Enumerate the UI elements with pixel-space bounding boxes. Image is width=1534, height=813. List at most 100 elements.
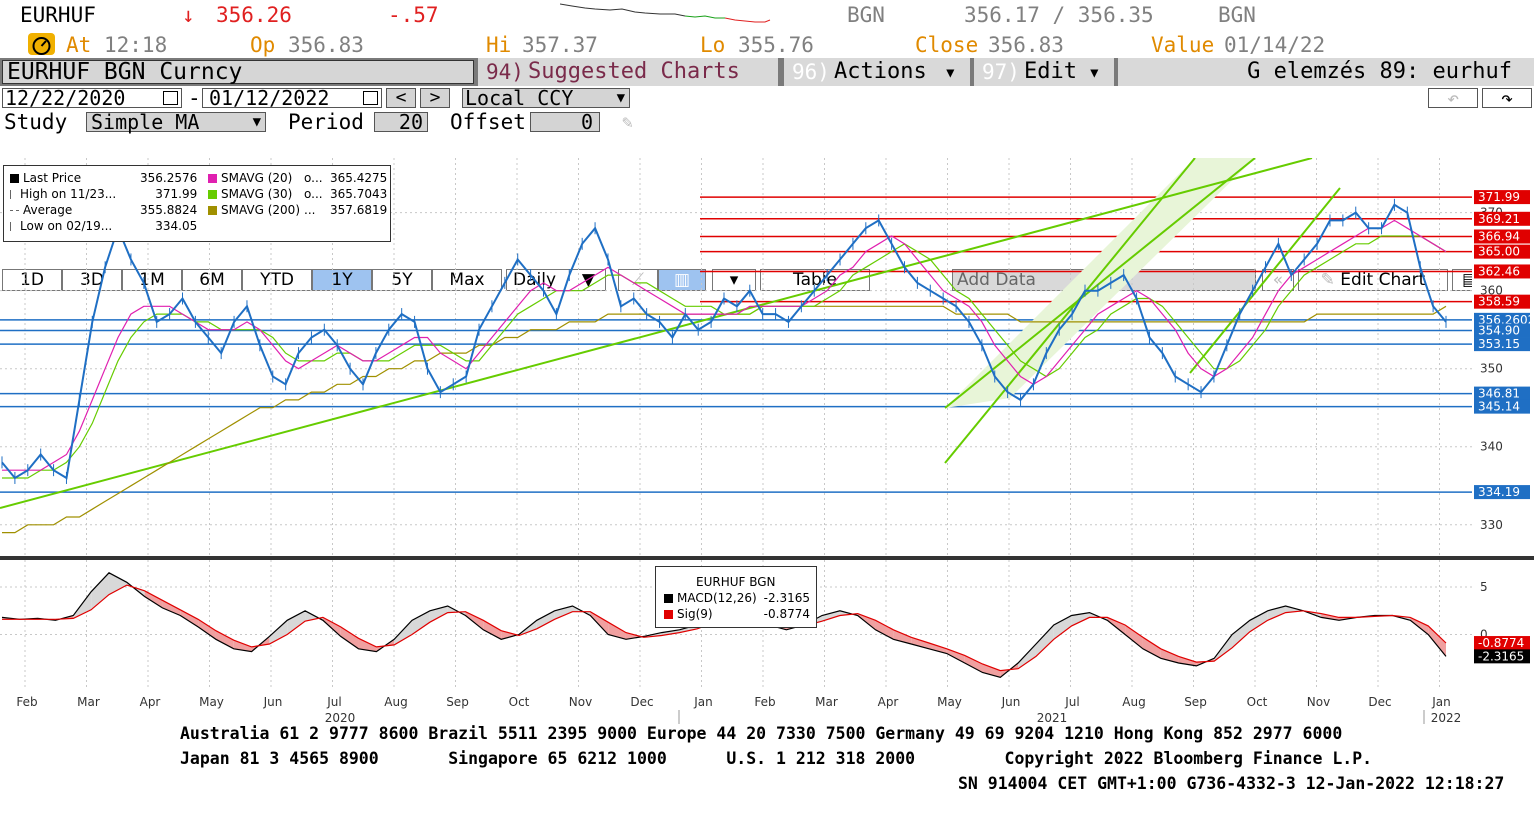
at-label: At (66, 33, 92, 57)
level-label: 365.00 (1478, 245, 1520, 259)
price-chart[interactable]: 330340350360370371.99369.21366.94365.003… (0, 158, 1534, 556)
redo-button[interactable]: ↷ (1482, 88, 1532, 108)
macd-fill (412, 610, 430, 635)
range-ytd[interactable]: YTD (242, 269, 312, 291)
range-1d[interactable]: 1D (2, 269, 62, 291)
close-label: Close (915, 33, 979, 57)
security-field[interactable]: EURHUF BGN Curncy (2, 59, 474, 85)
y-tick-label: 340 (1480, 440, 1503, 454)
trend-line-short (1189, 187, 1341, 374)
bar-chart-icon[interactable]: ▥ (658, 269, 706, 291)
macd-fill (483, 620, 502, 640)
period-input[interactable]: 20 (374, 112, 428, 132)
level-label: 371.99 (1478, 190, 1520, 204)
calendar-icon[interactable] (163, 91, 178, 105)
level-label: 334.19 (1478, 485, 1520, 499)
macd-fill (465, 611, 484, 630)
prev-period-button[interactable]: < (386, 88, 416, 108)
end-date-field[interactable]: 01/12/2022 (202, 88, 382, 108)
chart-type-dropdown[interactable]: ▾ (712, 269, 756, 291)
suggested-charts-menu[interactable]: 94) Suggested Charts (478, 58, 778, 86)
x-tick-label: Feb (16, 695, 37, 709)
square-icon (208, 206, 217, 215)
legend-high: High on 11/23... (10, 186, 116, 202)
currency-select[interactable]: Local CCY ▼ (462, 88, 630, 108)
macd-fill (180, 609, 199, 627)
range-1m[interactable]: 1M (122, 269, 182, 291)
gauge-icon[interactable] (28, 33, 55, 55)
macd-fill (946, 648, 965, 663)
legend-value: 355.8824 (140, 203, 198, 217)
macd-fill (1232, 620, 1250, 648)
op-label: Op (250, 33, 276, 57)
undo-button[interactable]: ↶ (1428, 88, 1478, 108)
offset-label: Offset (450, 110, 526, 134)
pane-splitter[interactable] (0, 556, 1534, 560)
range-6m[interactable]: 6M (182, 269, 242, 291)
level-label: 353.15 (1478, 337, 1520, 351)
macd-legend-sig: Sig(9) (664, 607, 713, 621)
end-date: 01/12/2022 (209, 86, 330, 110)
actions-menu[interactable]: 96) Actions ▾ (784, 58, 970, 86)
level-tag (1474, 211, 1530, 226)
legend-sma20: SMAVG (20) (208, 170, 300, 186)
trend-channel-upper (944, 158, 1196, 464)
security-name: EURHUF BGN Curncy (7, 59, 243, 85)
pencil-icon[interactable]: ✎ (622, 112, 633, 133)
suggested-label: Suggested Charts (528, 59, 740, 84)
macd-fill (536, 610, 555, 629)
macd-chart[interactable]: 50-0.8774-2.3165 (0, 560, 1534, 690)
x-tick-label: Jul (326, 695, 341, 709)
line-chart-icon[interactable]: ⟋ (618, 269, 658, 291)
value-label: Value (1151, 33, 1215, 57)
bid-ask: 356.17 / 356.35 (964, 3, 1154, 27)
lo-label: Lo (700, 33, 726, 57)
ticker-row: EURHUF ↓ 356.26 -.57 BGN 356.17 / 356.35… (0, 0, 1534, 30)
calendar-icon[interactable] (363, 91, 378, 105)
level-label: 369.21 (1478, 212, 1520, 226)
y-tick-label: 330 (1480, 518, 1503, 532)
macd-fill (929, 643, 947, 654)
macd-fill (162, 600, 181, 616)
edit-menu[interactable]: 97) Edit ▾ (974, 58, 1114, 86)
next-period-button[interactable]: > (420, 88, 450, 108)
legend-low: Low on 02/19... (10, 218, 116, 234)
ticker-symbol: EURHUF (20, 3, 96, 27)
legend-last-price: Last Price (10, 170, 116, 186)
legend-value: 371.99 (155, 187, 198, 201)
macd-fill (554, 606, 573, 620)
level-label: 358.59 (1478, 295, 1520, 309)
macd-fill (1018, 644, 1036, 669)
start-date-field[interactable]: 12/22/2020 (2, 88, 182, 108)
legend-label: SMAVG (200) (221, 203, 301, 217)
study-select[interactable]: Simple MA ▼ (86, 112, 266, 132)
x-tick-label: Nov (569, 695, 592, 709)
chevron-down-icon: ▼ (616, 90, 625, 106)
quote-row: At 12:18 Op 356.83 Hi 357.37 Lo 355.76 C… (0, 30, 1534, 58)
edit-chart-button[interactable]: ✎ Edit Chart (1298, 269, 1448, 291)
x-tick-label: Dec (630, 695, 653, 709)
study-value: Simple MA (91, 110, 200, 134)
x-axis: Feb Mar Apr May Jun Jul Aug Sep Oct Nov Dec Jan Feb M… (16, 695, 1461, 725)
x-tick-label: May (199, 695, 224, 709)
macd-fill (340, 626, 359, 649)
macd-legend[interactable]: EURHUF BGN MACD(12,26) -2.3165 Sig(9) -0… (655, 566, 817, 628)
price-change: -.57 (388, 3, 439, 27)
offset-value: 0 (580, 110, 593, 134)
macd-fill (911, 637, 930, 649)
macd-legend-macd: MACD(12,26) (664, 591, 757, 605)
x-tick-label: Feb (754, 695, 775, 709)
level-tag (1474, 485, 1530, 500)
analysis-title-field[interactable]: G elemzés 89: eurhuf (1118, 58, 1534, 86)
macd-fill (1071, 612, 1090, 626)
range-5y[interactable]: 5Y (372, 269, 432, 291)
legend-mark: o... (304, 171, 323, 185)
price-legend[interactable]: Last Price High on 11/23... Average Low … (3, 165, 391, 242)
x-tick-label: Jan (1431, 695, 1451, 709)
at-value: 12:18 (104, 33, 168, 57)
legend-label: SMAVG (30) (221, 187, 293, 201)
title-row: EURHUF BGN Curncy 94) Suggested Charts 9… (0, 58, 1534, 86)
legend-value: 334.05 (155, 219, 198, 233)
date-dash: - (188, 86, 201, 110)
offset-input[interactable]: 0 (530, 112, 600, 132)
